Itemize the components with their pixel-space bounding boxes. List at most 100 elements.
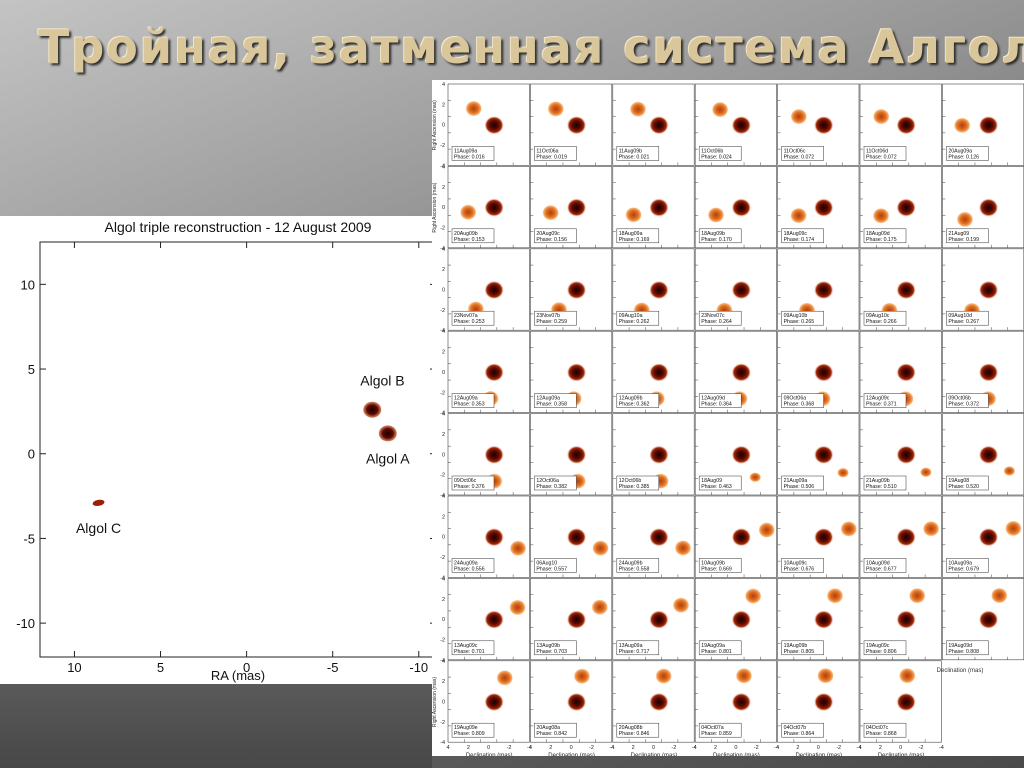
panel-phase: Phase: 0.253 — [454, 319, 485, 325]
panel-date: 12Aug09d — [701, 396, 725, 402]
phase-grid-axes: 4 2 0 -2 -4 Declination (mas) 4 2 0 -2 -4 Declinati… — [432, 82, 944, 756]
star-b-blob — [898, 667, 916, 684]
grid-y-tick-label: -2 — [440, 473, 445, 479]
star-a-blob — [731, 445, 752, 465]
panel-date: 18Aug09c — [784, 231, 808, 237]
star-a-blob — [978, 610, 999, 630]
star-a-blob — [978, 445, 999, 465]
panel-phase: Phase: 0.703 — [536, 649, 567, 655]
panel-date: 11Aug09a — [454, 148, 477, 154]
grid-y-tick-label: 0 — [442, 617, 445, 623]
panel-label-box — [698, 558, 742, 573]
grid-xlabel: Declination (mas) — [713, 753, 760, 756]
grid-x-tick-label: 0 — [817, 745, 820, 751]
panel-phase: Phase: 0.024 — [701, 154, 732, 160]
star-b-blob — [707, 206, 725, 223]
grid-x-tick-label: -2 — [836, 745, 841, 751]
panel-phase: Phase: 0.717 — [619, 649, 650, 655]
star-b-blob — [872, 207, 890, 224]
main-plot-title: Algol triple reconstruction - 12 August … — [105, 219, 372, 235]
panel-date: 18Aug09a — [619, 231, 643, 237]
star-b-blob — [908, 587, 926, 604]
grid-x-tick-label: 0 — [734, 745, 737, 751]
panel-date: 20Aug08b — [619, 725, 643, 731]
star-b-blob — [542, 204, 560, 221]
panel-date: 09Aug10b — [784, 313, 808, 319]
panel-phase: Phase: 0.362 — [619, 402, 650, 408]
panel-date: 21Aug09a — [784, 478, 808, 484]
x-tick-label: 0 — [243, 660, 250, 675]
star-a-blob — [813, 527, 834, 547]
star-a-blob — [896, 280, 917, 300]
grid-xlabel: Declination (mas) — [878, 753, 925, 756]
panel-phase: Phase: 0.385 — [619, 484, 650, 490]
panel-date: 09Aug10d — [948, 313, 972, 319]
grid-y-tick-label: -4 — [440, 575, 445, 581]
star-b-blob — [509, 540, 527, 557]
grid-x-tick-label: 4 — [446, 745, 449, 751]
star-b-blob — [922, 520, 940, 537]
star-b-blob — [672, 597, 690, 614]
star-a-blob — [813, 198, 834, 218]
star-a-blob — [813, 362, 834, 382]
panel-label-box — [946, 475, 989, 491]
panel-date: 21Aug09 — [948, 231, 969, 237]
star-a-blob — [484, 527, 505, 547]
grid-y-tick-label: -2 — [440, 390, 445, 396]
panel-date: 12Oct06a — [536, 478, 559, 484]
grid-y-tick-label: 0 — [442, 700, 445, 706]
panel-date: 20Aug08a — [536, 725, 560, 731]
panel-date: 19Aug09c — [866, 643, 890, 649]
panel-date: 12Aug09c — [866, 396, 890, 402]
star-a-blob — [896, 692, 917, 712]
star-point — [92, 499, 105, 506]
panel-phase: Phase: 0.558 — [619, 566, 650, 572]
panel-date: 20Aug09b — [454, 231, 478, 237]
panel-date: 10Aug09c — [784, 560, 808, 566]
panel-label-box — [781, 228, 824, 244]
star-a-blob — [648, 692, 669, 712]
star-a-blob — [731, 280, 752, 300]
star-a-blob — [648, 445, 669, 465]
panel-phase: Phase: 0.174 — [784, 237, 815, 243]
grid-x-tick-label: 2 — [796, 745, 799, 751]
star-a-blob — [648, 362, 669, 382]
panel-date: 11Oct06a — [536, 148, 558, 154]
panel-label-box — [863, 393, 907, 408]
panel-phase: Phase: 0.072 — [784, 154, 815, 160]
main-plot-svg: Algol triple reconstruction - 12 August … — [16, 219, 437, 683]
star-b-blob — [919, 467, 932, 478]
panel-phase: Phase: 0.520 — [948, 484, 979, 490]
grid-y-tick-label: 4 — [442, 329, 445, 335]
panel-date: 11Oct06c — [784, 148, 806, 154]
grid-y-tick-label: 4 — [442, 576, 445, 582]
grid-x-tick-label: -2 — [919, 745, 924, 751]
panel-date: 13Aug09a — [619, 643, 643, 649]
grid-x-tick-label: -4 — [609, 745, 614, 751]
star-b-blob — [465, 100, 483, 117]
star-a-blob — [731, 527, 752, 547]
grid-y-tick-label: -4 — [440, 658, 445, 664]
x-tick-label: 10 — [67, 660, 81, 675]
grid-y-tick-label: -2 — [440, 720, 445, 726]
star-a-blob — [566, 115, 587, 135]
panel-label-box — [616, 393, 660, 408]
panel-label-box — [698, 310, 742, 326]
star-a-blob — [978, 280, 999, 300]
